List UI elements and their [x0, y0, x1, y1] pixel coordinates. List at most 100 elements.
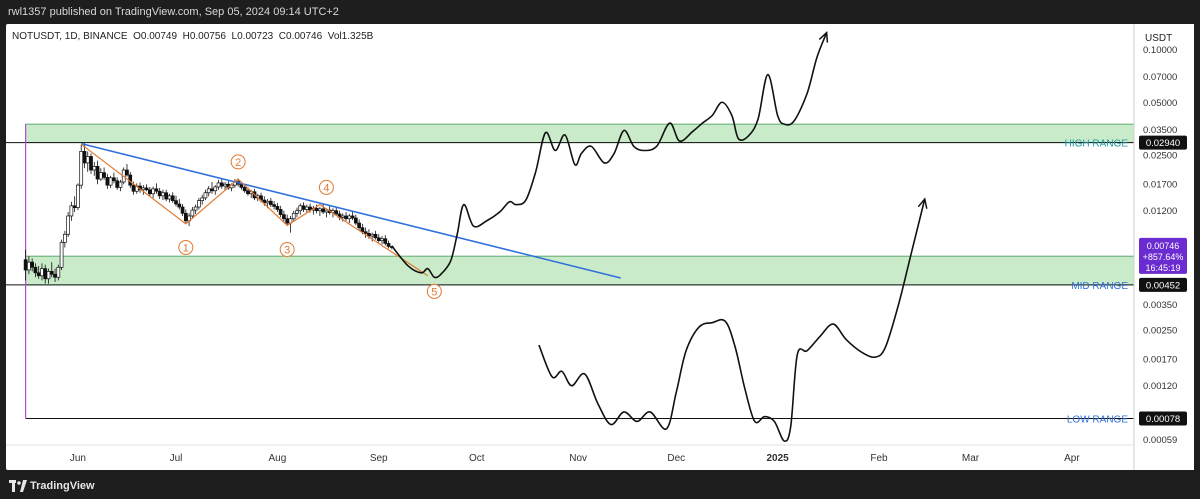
time-axis: Jun Jul Aug Sep Oct Nov Dec 2025 Feb Mar Apr	[6, 444, 1134, 464]
candle	[278, 205, 283, 218]
candle	[63, 230, 67, 248]
candle-body	[357, 222, 361, 229]
candle-body	[246, 190, 250, 195]
candle	[219, 179, 224, 189]
bar-countdown: 16:45:19	[1145, 263, 1180, 273]
candle-body	[92, 166, 97, 171]
candle-body	[174, 200, 178, 205]
price-tick: 0.00170	[1143, 355, 1177, 366]
candle	[197, 197, 201, 210]
time-tick: Feb	[870, 453, 888, 464]
candle	[72, 196, 77, 212]
candle-body	[324, 209, 329, 213]
range-zone	[25, 255, 1135, 286]
candle	[386, 240, 391, 249]
candle	[180, 204, 185, 216]
price-tag-bg	[1139, 411, 1187, 426]
time-tick: Oct	[469, 453, 485, 464]
publish-line: rwl1357 published on TradingView.com, Se…	[8, 6, 339, 18]
tradingview-logo-icon	[9, 480, 27, 492]
candle-body	[200, 197, 205, 201]
candle	[203, 189, 208, 201]
price-chart[interactable]: 1 2 3 4 5 0.10000 0.07000 0.05000 0.03500 0.0250…	[6, 24, 1194, 470]
candle	[344, 211, 348, 221]
candle-body	[265, 200, 270, 204]
time-tick: Nov	[569, 453, 587, 464]
chart-panel[interactable]: 1 2 3 4 5 0.10000 0.07000 0.05000 0.03500 0.0250…	[6, 24, 1194, 470]
candle-body	[219, 182, 224, 187]
candle	[210, 182, 214, 194]
candle	[69, 201, 74, 221]
candle	[200, 194, 205, 205]
candle-body	[49, 271, 54, 275]
candle-body	[23, 259, 28, 271]
time-tick: Aug	[268, 453, 286, 464]
candle	[311, 205, 316, 215]
candle-body	[56, 266, 61, 278]
wave-label-circle	[279, 242, 295, 258]
candle	[128, 171, 133, 188]
time-tick: 2025	[766, 453, 789, 464]
candle-body	[314, 207, 319, 212]
candle-body	[33, 266, 38, 274]
candle-body	[148, 189, 152, 195]
candle-body	[85, 156, 90, 164]
publish-bar: rwl1357 published on TradingView.com, Se…	[0, 0, 1200, 24]
candle	[102, 167, 106, 180]
candle-body	[370, 233, 375, 237]
footer: TradingView	[0, 472, 1200, 499]
candle-body	[210, 188, 214, 192]
candle	[376, 234, 381, 243]
candle	[177, 198, 182, 210]
candle	[174, 195, 178, 207]
time-tick: Sep	[370, 453, 388, 464]
candle	[183, 209, 188, 224]
candle-body	[344, 215, 348, 220]
candle	[164, 189, 169, 202]
candle-body	[301, 205, 306, 210]
candle	[49, 262, 54, 278]
candle-body	[360, 227, 365, 233]
candle	[295, 207, 299, 218]
candle	[76, 183, 80, 211]
candle-body	[318, 208, 322, 212]
candle	[59, 239, 64, 271]
price-unit: USDT	[1145, 33, 1172, 44]
candle	[301, 202, 306, 212]
candle	[85, 151, 90, 172]
candle	[46, 268, 51, 284]
descending-trendline	[81, 142, 621, 279]
candle	[216, 179, 221, 190]
candle	[125, 163, 129, 177]
candle-body	[82, 151, 87, 164]
candle-body	[278, 209, 283, 215]
candle-body	[321, 208, 325, 213]
price-change: +857.64%	[1143, 252, 1184, 262]
candle-body	[112, 177, 116, 182]
candle-body	[157, 190, 162, 197]
price-tick: 0.00250	[1143, 325, 1177, 336]
price-tick: 0.10000	[1143, 45, 1177, 56]
candle	[98, 168, 103, 181]
current-price: 0.00746	[1147, 241, 1180, 251]
candle-body	[190, 209, 195, 217]
candle-body	[59, 242, 64, 268]
candle	[170, 192, 175, 203]
price-tick: 0.05000	[1143, 98, 1177, 109]
level-name-label: MID RANGE	[1071, 281, 1128, 292]
candle-body	[353, 217, 358, 224]
candle	[66, 211, 70, 237]
candle	[89, 153, 93, 174]
brand-name: TradingView	[30, 480, 95, 492]
wave-label-circle	[426, 283, 442, 299]
range-levels	[6, 124, 1134, 419]
candle-body	[53, 273, 57, 278]
candle-body	[108, 177, 113, 186]
candle-body	[183, 212, 188, 222]
candle-body	[63, 233, 67, 243]
candle-body	[376, 237, 381, 241]
candle-body	[167, 195, 172, 200]
candle-body	[350, 215, 355, 219]
price-tick: 0.00059	[1143, 435, 1177, 446]
candle-body	[383, 238, 388, 244]
